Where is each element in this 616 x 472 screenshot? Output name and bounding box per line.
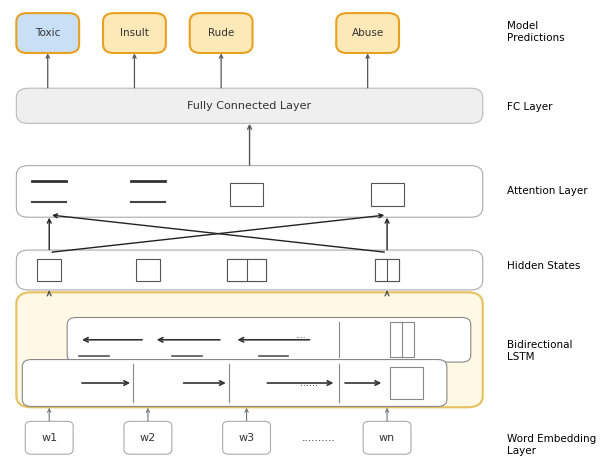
Text: w1: w1 <box>41 433 57 443</box>
FancyBboxPatch shape <box>17 250 483 290</box>
FancyBboxPatch shape <box>190 13 253 53</box>
FancyBboxPatch shape <box>17 88 483 123</box>
Bar <box>371 183 403 206</box>
Text: Word Embedding
Layer: Word Embedding Layer <box>507 434 596 455</box>
Bar <box>227 259 266 281</box>
FancyBboxPatch shape <box>22 360 447 406</box>
Text: w3: w3 <box>238 433 254 443</box>
FancyBboxPatch shape <box>336 13 399 53</box>
FancyBboxPatch shape <box>25 421 73 454</box>
Text: Toxic: Toxic <box>35 28 60 38</box>
Bar <box>37 259 61 281</box>
Bar <box>230 183 263 206</box>
Bar <box>390 367 423 399</box>
Bar <box>375 259 399 281</box>
Text: w2: w2 <box>140 433 156 443</box>
Text: Rude: Rude <box>208 28 234 38</box>
Text: Abuse: Abuse <box>352 28 384 38</box>
FancyBboxPatch shape <box>222 421 270 454</box>
Text: FC Layer: FC Layer <box>507 102 552 112</box>
Text: Hidden States: Hidden States <box>507 261 580 271</box>
FancyBboxPatch shape <box>103 13 166 53</box>
Text: Attention Layer: Attention Layer <box>507 186 587 196</box>
Text: ..........: .......... <box>301 433 335 443</box>
Text: Model
Predictions: Model Predictions <box>507 21 564 42</box>
Text: ....: .... <box>295 330 306 339</box>
Bar <box>136 259 160 281</box>
FancyBboxPatch shape <box>67 318 471 362</box>
Bar <box>227 259 266 281</box>
Bar <box>390 322 414 357</box>
Bar <box>375 259 399 281</box>
Text: wn: wn <box>379 433 395 443</box>
FancyBboxPatch shape <box>17 13 79 53</box>
FancyBboxPatch shape <box>17 292 483 407</box>
FancyBboxPatch shape <box>17 166 483 217</box>
Text: Bidirectional
LSTM: Bidirectional LSTM <box>507 340 572 362</box>
FancyBboxPatch shape <box>124 421 172 454</box>
Text: Fully Connected Layer: Fully Connected Layer <box>187 101 312 111</box>
Text: ......: ...... <box>301 378 318 388</box>
Text: Insult: Insult <box>120 28 149 38</box>
FancyBboxPatch shape <box>363 421 411 454</box>
